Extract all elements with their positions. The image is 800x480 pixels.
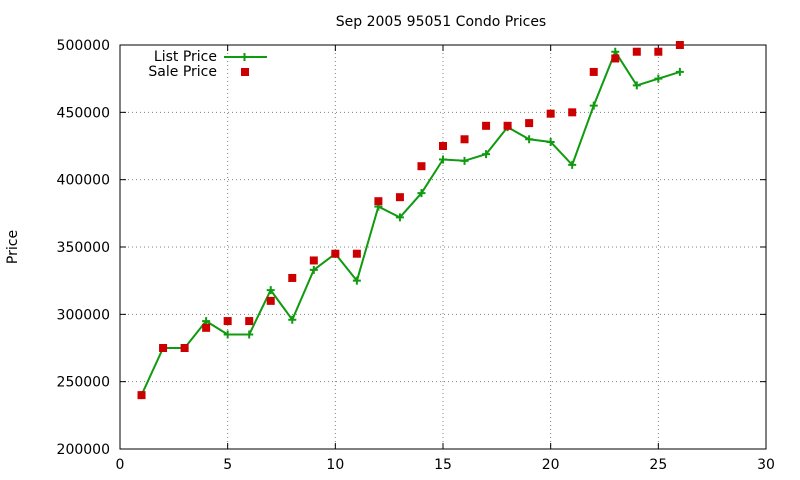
list-price-point <box>482 150 491 159</box>
list-price-point <box>309 265 318 274</box>
sale-price-point <box>632 47 641 56</box>
sale-price-point <box>288 273 297 282</box>
list-price-point <box>632 81 641 90</box>
list-price-point <box>525 135 534 144</box>
legend-marker-sale-price <box>241 68 249 76</box>
x-tick-label: 30 <box>757 457 775 473</box>
list-price-point <box>417 189 426 198</box>
y-tick-label: 250000 <box>57 375 110 391</box>
x-tick-label: 0 <box>116 457 125 473</box>
list-price-point <box>288 315 297 324</box>
list-price-point <box>546 137 555 146</box>
sale-price-point <box>395 193 404 202</box>
sale-price-point <box>568 108 577 117</box>
list-price-point <box>395 213 404 222</box>
y-tick-label: 500000 <box>57 38 110 54</box>
sale-price-point <box>589 67 598 76</box>
legend-label-list-price: List Price <box>154 49 217 65</box>
x-tick-label: 10 <box>326 457 344 473</box>
y-tick-label: 300000 <box>57 307 110 323</box>
list-price-line <box>140 49 681 396</box>
sale-price-point <box>331 249 340 258</box>
sale-price-point <box>202 323 211 332</box>
sale-price-point <box>654 47 663 56</box>
legend-marker-list-price <box>240 53 249 61</box>
sale-price-point <box>159 344 168 352</box>
sale-price-point <box>675 41 684 49</box>
sale-price-point <box>137 391 146 400</box>
y-tick-label: 200000 <box>57 442 110 458</box>
series-layer <box>137 41 684 400</box>
sale-price-point <box>180 344 189 352</box>
list-price-point <box>675 67 684 76</box>
list-price-point <box>223 330 232 339</box>
chart-title: Sep 2005 95051 Condo Prices <box>336 14 546 30</box>
sale-price-point <box>482 121 491 130</box>
y-axis-label: Price <box>5 230 21 264</box>
y-tick-label: 350000 <box>57 240 110 256</box>
sale-price-point <box>374 197 383 206</box>
sale-price-point <box>266 296 275 305</box>
sale-price-point <box>352 249 361 258</box>
sale-price-point <box>309 256 318 265</box>
list-price-point <box>589 101 598 110</box>
list-price-point <box>266 286 275 295</box>
sale-price-point <box>503 121 512 130</box>
sale-price-point <box>223 317 232 326</box>
tick-layer: 200000 250000 300000 350000 400000 450000 5000… <box>57 38 775 473</box>
sale-price-point <box>525 119 534 128</box>
legend-label-sale-price: Sale Price <box>148 64 217 80</box>
x-tick-label: 25 <box>649 457 667 473</box>
sale-price-point <box>417 162 426 171</box>
sale-price-point <box>611 54 620 63</box>
sale-price-point <box>439 142 447 150</box>
y-tick-label: 400000 <box>57 173 110 189</box>
legend: List Price Sale Price <box>148 49 267 80</box>
list-price-point <box>202 317 211 326</box>
grid-layer <box>120 45 766 449</box>
list-price-point <box>460 156 469 165</box>
x-tick-label: 5 <box>223 457 232 473</box>
sale-price-point <box>546 109 555 118</box>
sale-price-point <box>245 317 254 326</box>
sale-price-point <box>460 135 469 144</box>
list-price-point <box>568 160 577 169</box>
x-tick-label: 20 <box>542 457 560 473</box>
list-price-point <box>611 47 620 56</box>
y-tick-label: 450000 <box>57 105 110 121</box>
x-tick-label: 15 <box>434 457 452 473</box>
list-price-point <box>352 276 361 285</box>
list-price-point <box>439 155 447 164</box>
list-price-point <box>654 74 663 83</box>
list-price-point <box>245 330 254 339</box>
